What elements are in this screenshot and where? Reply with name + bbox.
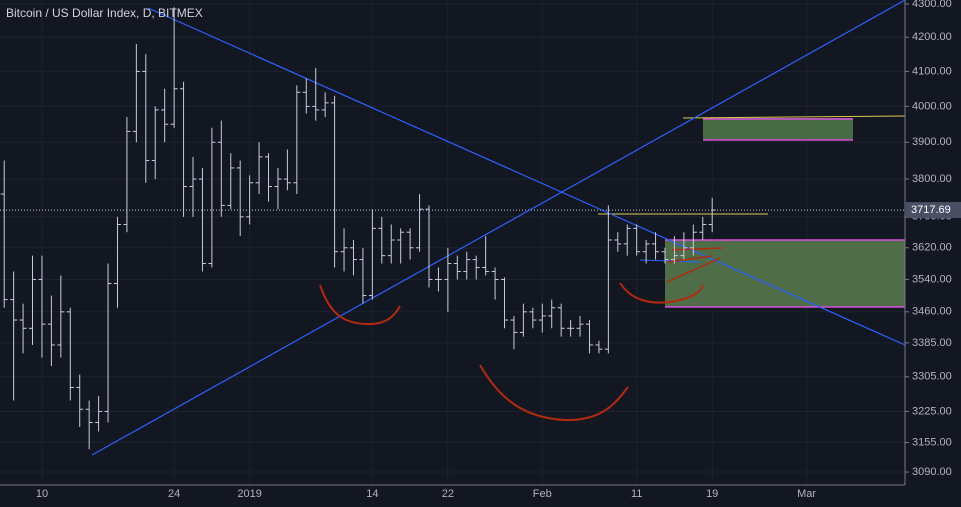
drawings bbox=[91, 0, 906, 456]
hand-line bbox=[667, 255, 713, 263]
x-tick-label: 2019 bbox=[237, 488, 261, 500]
last-price-label: 3717.69 bbox=[911, 204, 951, 216]
trend-line bbox=[91, 0, 906, 456]
hand-curve bbox=[319, 284, 401, 326]
y-tick-label: 4000.00 bbox=[912, 100, 952, 112]
x-tick-label: Mar bbox=[797, 488, 816, 500]
y-tick-label: 3090.00 bbox=[912, 466, 952, 478]
y-tick-label: 3155.00 bbox=[912, 436, 952, 448]
x-tick-label: 10 bbox=[36, 488, 48, 500]
hand-curve bbox=[619, 282, 704, 304]
trend-line bbox=[147, 7, 906, 346]
y-tick-label: 3305.00 bbox=[912, 371, 952, 383]
zone bbox=[703, 118, 853, 140]
x-tick-label: 14 bbox=[366, 488, 378, 500]
y-tick-label: 3900.00 bbox=[912, 136, 952, 148]
chart-title: Bitcoin / US Dollar Index, D, BITMEX bbox=[6, 6, 203, 20]
y-tick-label: 3620.00 bbox=[912, 242, 952, 254]
time-axis bbox=[0, 485, 961, 507]
y-tick-label: 4300.00 bbox=[912, 0, 952, 10]
y-tick-label: 3540.00 bbox=[912, 273, 952, 285]
last-price-box bbox=[906, 202, 961, 219]
x-tick-label: 19 bbox=[706, 488, 718, 500]
y-tick-label: 3225.00 bbox=[912, 405, 952, 417]
hand-line bbox=[666, 257, 721, 283]
x-tick-label: 24 bbox=[168, 488, 180, 500]
y-tick-label: 4200.00 bbox=[912, 31, 952, 43]
x-tick-label: 11 bbox=[631, 488, 642, 500]
zone bbox=[665, 240, 905, 307]
y-tick-label: 3800.00 bbox=[912, 173, 952, 185]
y-tick-label: 4100.00 bbox=[912, 65, 952, 77]
bars bbox=[0, 7, 716, 450]
hand-line bbox=[671, 247, 723, 251]
y-tick-label: 3460.00 bbox=[912, 306, 952, 318]
price-axis bbox=[905, 0, 961, 507]
hand-curve bbox=[479, 364, 629, 422]
y-tick-label: 3385.00 bbox=[912, 337, 952, 349]
level-line bbox=[682, 115, 906, 119]
x-tick-label: Feb bbox=[533, 488, 552, 500]
x-tick-label: 22 bbox=[442, 488, 454, 500]
axes: 3090.00 3155.00 3225.00 3305.00 3385.00 3460.… bbox=[36, 0, 961, 500]
